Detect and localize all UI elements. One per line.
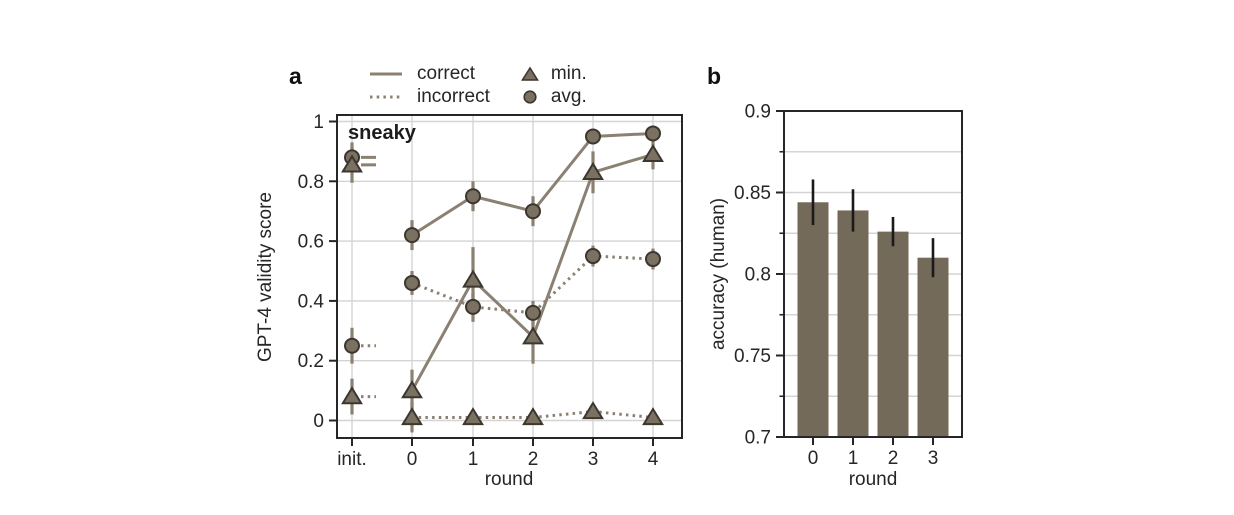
data-point-triangle <box>341 386 363 405</box>
y-tick-label: 0.75 <box>734 346 771 367</box>
x-tick-label: 2 <box>528 449 539 470</box>
x-tick-label: 2 <box>888 448 899 469</box>
data-point-triangle <box>401 407 423 426</box>
panel-b-xlabel: round <box>849 469 898 490</box>
x-tick-label: 0 <box>407 449 418 470</box>
legend: correct incorrect min. avg. <box>368 63 587 108</box>
x-tick-label: 3 <box>588 449 599 470</box>
data-point-circle <box>645 125 661 142</box>
y-tick-label: 0.2 <box>298 351 324 372</box>
plot-frame <box>336 114 683 439</box>
data-point-triangle <box>462 407 484 426</box>
y-tick-label: 0.8 <box>745 265 771 286</box>
y-tick-label: 0.7 <box>745 428 771 449</box>
y-tick-label: 1 <box>313 112 324 133</box>
data-point-circle <box>465 188 481 205</box>
data-point-circle <box>645 251 661 268</box>
x-tick-label: 1 <box>468 449 479 470</box>
triangle-marker-swatch <box>520 66 539 81</box>
data-point-circle <box>525 203 541 220</box>
y-tick-label: 0.4 <box>298 291 325 312</box>
panel-a-xlabel: round <box>485 469 534 490</box>
x-tick-label: 3 <box>928 448 939 469</box>
legend-item-min: min. <box>520 63 587 85</box>
y-tick-label: 0.8 <box>298 172 324 193</box>
panel-b-plot: 0.7 0.75 0.8 0.85 0.9 0 1 2 3 <box>734 102 963 469</box>
legend-label-incorrect: incorrect <box>417 86 490 107</box>
panel-a-chart: 0 0.2 0.4 0.6 0.8 1 init. 0 1 2 3 4 sneaky GPT-4 va… <box>255 112 683 490</box>
y-tick-label: 0.85 <box>734 183 771 204</box>
panel-b-ylabel: accuracy (human) <box>708 198 729 350</box>
data-point-triangle <box>642 407 664 426</box>
panel-a-letter: a <box>289 63 302 89</box>
panel-a-ylabel: GPT-4 validity score <box>255 192 276 362</box>
bar <box>797 202 829 437</box>
y-tick-label: 0.6 <box>298 232 324 253</box>
legend-item-correct: correct <box>368 63 490 85</box>
circle-marker-swatch <box>523 90 537 104</box>
legend-item-incorrect: incorrect <box>368 86 490 108</box>
x-tick-label: 0 <box>808 448 819 469</box>
data-point-triangle <box>582 401 604 420</box>
x-tick-label: 1 <box>848 448 859 469</box>
legend-label-min: min. <box>550 63 587 84</box>
bar <box>917 257 949 437</box>
data-point-triangle <box>642 143 664 163</box>
data-point-circle <box>585 128 601 145</box>
panel-b-chart: 0.7 0.75 0.8 0.85 0.9 0 1 2 3 accuracy (human) r… <box>708 102 963 490</box>
y-tick-label: 0.9 <box>745 102 771 123</box>
panel-a-annotation: sneaky <box>348 122 417 144</box>
panel-b-letter: b <box>707 63 722 89</box>
data-point-circle <box>585 248 601 265</box>
bar <box>837 210 869 437</box>
data-point-triangle <box>522 407 544 426</box>
data-point-triangle <box>401 380 423 399</box>
data-point-circle <box>404 274 420 291</box>
y-tick-label: 0 <box>313 411 324 432</box>
data-point-circle <box>404 227 420 244</box>
x-tick-label: init. <box>337 449 367 470</box>
legend-label-correct: correct <box>417 63 476 84</box>
data-point-circle <box>465 298 481 315</box>
panel-a-plot: 0 0.2 0.4 0.6 0.8 1 init. 0 1 2 3 4 <box>298 112 683 470</box>
data-point-circle <box>344 337 360 354</box>
legend-label-avg: avg. <box>550 86 587 107</box>
legend-item-avg: avg. <box>520 86 587 108</box>
solid-line-swatch <box>370 72 402 76</box>
series-line <box>411 254 654 315</box>
data-point-triangle <box>522 326 544 345</box>
data-point-triangle <box>582 161 604 180</box>
data-point-circle <box>525 304 541 321</box>
data-point-triangle <box>341 154 363 173</box>
x-tick-label: 4 <box>648 449 659 470</box>
bar <box>877 231 909 437</box>
data-point-triangle <box>462 269 484 288</box>
